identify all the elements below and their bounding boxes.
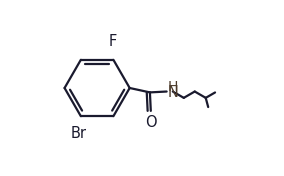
Text: N: N: [167, 85, 178, 100]
Text: F: F: [108, 34, 117, 49]
Text: H: H: [167, 80, 178, 94]
Text: O: O: [145, 115, 156, 130]
Text: Br: Br: [71, 126, 87, 141]
